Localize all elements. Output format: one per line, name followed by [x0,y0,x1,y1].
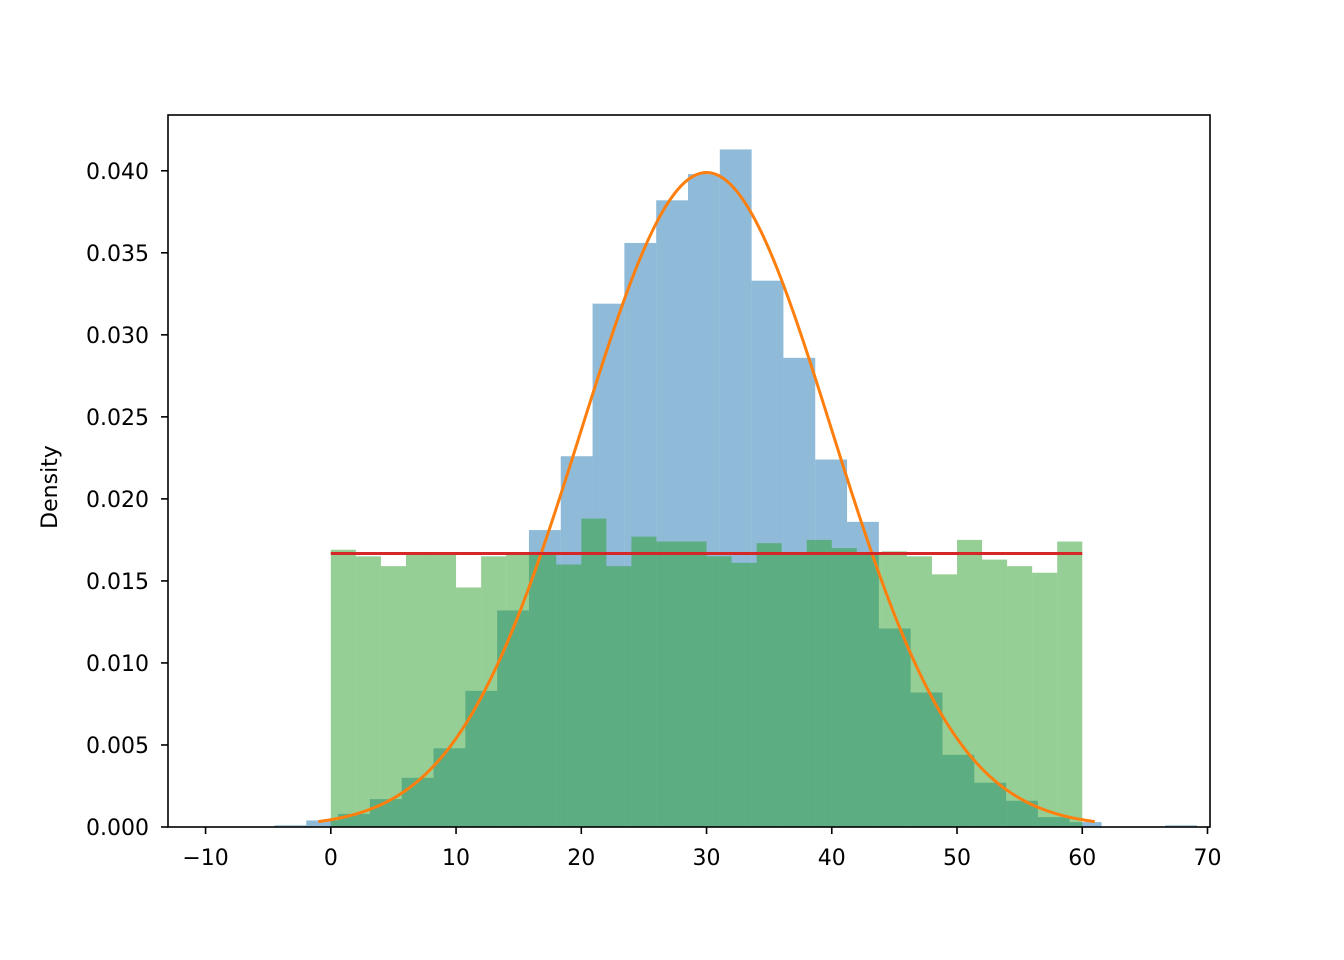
uniform-sample-bar [355,556,381,827]
y-tick-label: 0.040 [86,160,149,185]
uniform-sample-bar [706,556,732,827]
uniform-sample-bar [1007,566,1033,827]
uniform-sample-bar [1032,572,1058,827]
normal-sample-bar [306,820,339,827]
uniform-sample-bar [656,541,682,827]
uniform-sample-bar [1057,541,1083,827]
uniform-sample-bar [556,564,582,827]
y-tick-label: 0.000 [86,816,149,841]
y-tick-label: 0.010 [86,652,149,677]
uniform-sample-bar [531,554,557,827]
uniform-sample-bar [881,551,907,827]
normal-sample-bar [274,825,307,827]
lines-layer [318,171,1095,824]
uniform-sample-bar [831,548,857,827]
uniform-sample-bar [731,562,757,827]
uniform-sample-bar [681,541,707,827]
uniform-sample-bar [856,554,882,827]
x-tick-label: 60 [1068,846,1096,871]
axes-frame [167,114,1211,828]
x-tick-label: 20 [567,846,595,871]
y-tick-label: 0.030 [86,324,149,349]
y-axis-title: Density [38,445,63,529]
x-tick-label: 10 [442,846,470,871]
x-tick-label: 50 [943,846,971,871]
y-tick-label: 0.025 [86,406,149,431]
normal-pdf-line [318,171,1095,824]
uniform-sample-bar [431,554,457,827]
y-tick-label: 0.005 [86,734,149,759]
uniform-sample-bar [380,566,406,827]
uniform-sample-bar [631,536,657,827]
uniform-sample-bar [756,543,782,827]
uniform-sample-bar [581,518,607,827]
uniform-sample-bar [957,539,983,827]
normal-sample-bar [1165,825,1197,827]
x-tick-label: 40 [818,846,846,871]
uniform-sample-bar [506,553,532,827]
bars-layer [274,149,1197,828]
uniform-sample-bar [781,554,807,827]
x-tick-label: 30 [693,846,721,871]
y-tick-label: 0.020 [86,488,149,513]
ticks-layer: −10 0 10 20 30 40 50 60 70 0.000 0.005 0.010 0.015 0.… [86,160,1221,871]
y-tick-label: 0.035 [86,242,149,267]
x-tick-label: 70 [1193,846,1221,871]
uniform-sample-bar [330,549,356,827]
y-tick-label: 0.015 [86,570,149,595]
uniform-sample-bar [806,539,832,827]
uniform-sample-bar [931,574,958,827]
uniform-sample-bar [606,566,632,827]
normal-sample-bar [1069,822,1102,827]
x-tick-label: −10 [182,846,228,871]
x-tick-label: 0 [324,846,338,871]
